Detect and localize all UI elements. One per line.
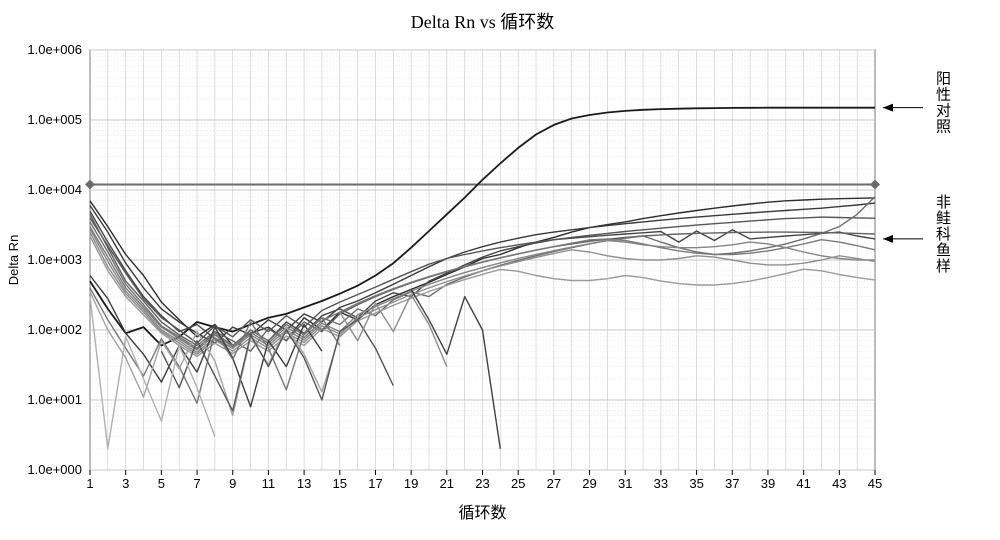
svg-text:29: 29 — [582, 476, 596, 491]
svg-text:阳: 阳 — [936, 71, 951, 88]
svg-text:39: 39 — [761, 476, 775, 491]
svg-text:41: 41 — [796, 476, 810, 491]
svg-text:科: 科 — [936, 226, 951, 243]
svg-text:33: 33 — [654, 476, 668, 491]
svg-text:照: 照 — [936, 120, 951, 136]
y-axis-label: Delta Rn — [6, 235, 21, 286]
svg-text:1.0e+000: 1.0e+000 — [27, 462, 82, 477]
svg-text:11: 11 — [262, 476, 276, 491]
svg-text:鱼: 鱼 — [936, 241, 951, 259]
callout-arrowhead — [883, 104, 893, 112]
callout-text: 非鲑科鱼样 — [936, 194, 951, 275]
svg-text:37: 37 — [725, 476, 739, 491]
svg-text:5: 5 — [158, 476, 165, 491]
svg-text:17: 17 — [368, 476, 382, 491]
svg-text:19: 19 — [404, 476, 418, 491]
svg-text:1.0e+001: 1.0e+001 — [27, 392, 82, 407]
svg-text:1.0e+006: 1.0e+006 — [27, 42, 82, 57]
svg-text:1.0e+005: 1.0e+005 — [27, 112, 82, 127]
svg-text:1: 1 — [86, 476, 93, 491]
svg-text:1.0e+004: 1.0e+004 — [27, 182, 82, 197]
x-axis-label: 循环数 — [458, 504, 506, 522]
svg-text:45: 45 — [868, 476, 882, 491]
chart-title: Delta Rn vs 循环数 — [411, 12, 555, 32]
svg-text:对: 对 — [936, 103, 951, 120]
svg-text:性: 性 — [936, 87, 951, 104]
svg-text:1.0e+003: 1.0e+003 — [27, 252, 82, 267]
svg-text:13: 13 — [297, 476, 311, 491]
svg-text:9: 9 — [229, 476, 236, 491]
callout-text: 阳性对照 — [936, 71, 951, 136]
amplification-chart: 1357911131517192123252729313335373941434… — [0, 0, 1000, 540]
callout-arrowhead — [883, 235, 893, 243]
svg-text:样: 样 — [936, 258, 951, 275]
svg-text:21: 21 — [440, 476, 454, 491]
svg-text:27: 27 — [547, 476, 561, 491]
svg-text:7: 7 — [193, 476, 200, 491]
svg-text:43: 43 — [832, 476, 846, 491]
svg-text:鲑: 鲑 — [936, 210, 951, 227]
svg-text:31: 31 — [618, 476, 632, 491]
svg-text:25: 25 — [511, 476, 525, 491]
svg-text:15: 15 — [333, 476, 347, 491]
svg-text:23: 23 — [475, 476, 489, 491]
svg-text:35: 35 — [689, 476, 703, 491]
svg-text:1.0e+002: 1.0e+002 — [27, 322, 82, 337]
svg-text:3: 3 — [122, 476, 129, 491]
svg-text:非: 非 — [936, 194, 951, 211]
